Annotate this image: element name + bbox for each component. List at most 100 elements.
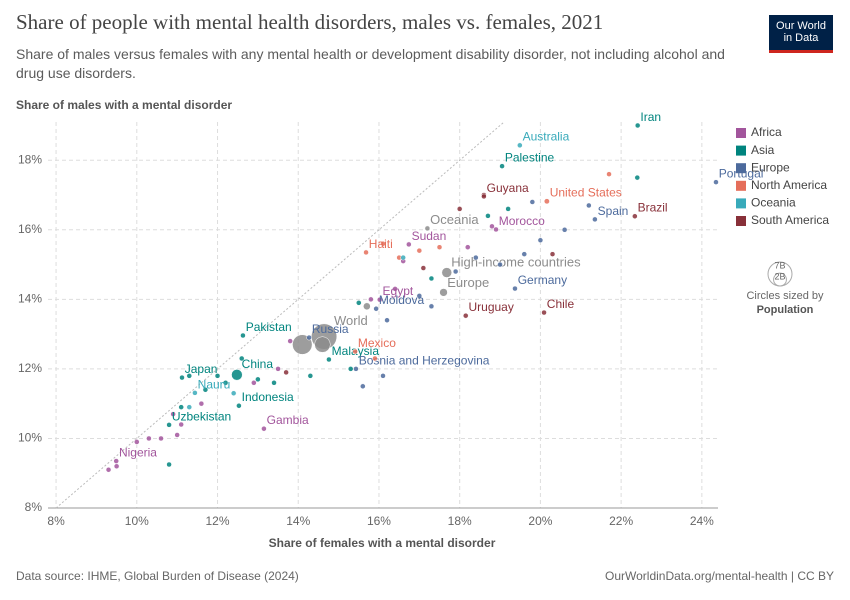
point [452,268,459,275]
point [238,355,245,362]
point [549,251,556,257]
point [113,458,119,464]
y-tick-label: 18% [18,152,42,166]
logo: Our World in Data [776,20,826,44]
point [436,244,443,250]
point-label: Gambia [267,413,309,427]
subtitle: Share of males versus females with any m… [16,46,725,81]
point [521,251,528,257]
point-label: Mexico [358,336,396,350]
point [134,439,140,445]
x-tick-label: 10% [125,514,149,528]
x-tick-label: 24% [690,514,714,528]
point-label: Morocco [499,214,545,228]
point [481,193,487,200]
point [416,247,423,254]
point-label: Japan [185,362,218,376]
point [146,435,152,442]
point-label: Portugal [719,167,764,181]
parity-line [55,121,505,509]
y-tick-label: 8% [25,500,43,514]
point [178,404,184,410]
point [632,213,638,219]
point [363,302,371,311]
point-label: Australia [523,130,570,144]
subtitle-box: Share of males versus females with any m… [16,46,725,81]
point [424,225,431,232]
point-label: Iran [640,110,661,124]
point [352,348,358,355]
point [462,312,469,319]
point-label: Oceania [430,212,479,227]
point [178,421,184,428]
point-label: Palestine [505,151,555,165]
legend-label: Europe [751,160,790,174]
legend-swatch [736,145,746,156]
point [214,373,221,379]
point [368,296,374,303]
point [202,387,209,393]
point [606,171,612,177]
point [179,374,185,381]
point [347,366,354,372]
x-tick-label: 8% [47,514,65,528]
point [166,422,172,428]
point [473,254,479,261]
legend-label: Oceania [751,196,796,210]
point [360,383,366,390]
point [499,163,505,169]
point-label: Haiti [369,237,393,251]
point [380,373,386,379]
point [186,373,193,379]
point [192,390,198,396]
point [230,390,237,396]
point [373,305,379,312]
logo-wrap: Our World in Data [776,20,826,44]
point [428,303,435,310]
point [420,265,427,271]
point [439,288,448,297]
point [529,199,536,205]
point [251,380,257,386]
point [314,336,331,353]
x-tick-label: 20% [528,514,552,528]
point-label: Guyana [487,181,529,195]
point [456,206,463,212]
y-tick-label: 10% [18,431,42,445]
point [493,226,499,233]
y-axis-label: Share of males with a mental disorder [16,98,232,112]
point [380,240,386,247]
y-tick-label: 12% [18,361,42,375]
point-label: Nauru [198,377,231,391]
point [377,296,383,303]
point [287,338,293,344]
url: OurWorldinData.org/mental-health | CC BY [605,569,834,583]
point-label: Uruguay [468,300,513,314]
point [372,355,378,362]
point [512,285,518,292]
point-label: World [334,313,368,328]
y-tick-label: 16% [18,222,42,236]
x-axis-label: Share of females with a mental disorder [269,536,496,550]
point [170,411,176,417]
legend-label: Africa [751,125,782,139]
legend-swatch [736,198,746,209]
point-label: Germany [518,273,567,287]
legend-label: South America [751,213,829,227]
point-label: Russia [312,322,349,336]
point [505,206,511,212]
x-tick-label: 22% [609,514,633,528]
x-tick-label: 12% [206,514,230,528]
point [561,227,568,233]
point [586,202,592,209]
legend-swatch [736,216,746,226]
legend-label: Asia [751,143,775,157]
legend-swatch [736,163,746,174]
point-label: Spain [598,204,629,218]
point-label: China [242,357,274,371]
point [441,267,452,278]
point-label: Moldova [379,293,425,307]
point [261,425,267,432]
legend-label: North America [751,178,827,192]
